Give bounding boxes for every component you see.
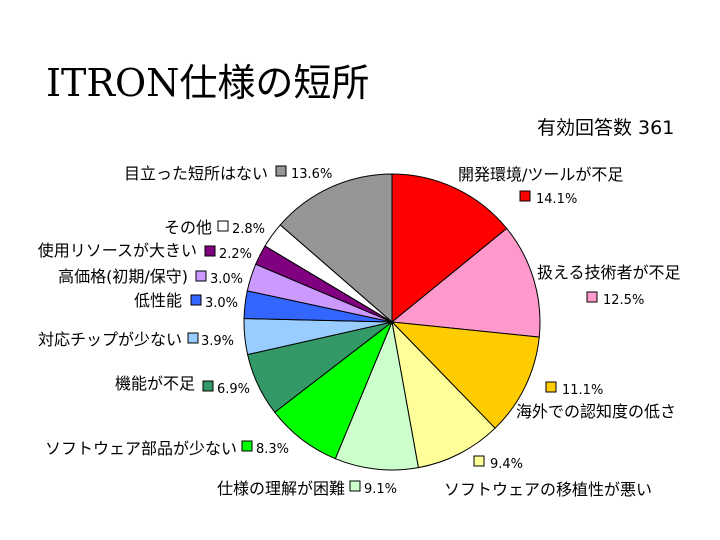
pie-slice bbox=[390, 321, 540, 429]
legend-swatch bbox=[187, 332, 199, 344]
legend-swatch bbox=[275, 165, 287, 177]
pie-labels: 開発環境/ツールが不足 14.1% 扱える技術者が不足 12.5% 海外での認知度の低さ… bbox=[38, 164, 681, 499]
legend-swatch bbox=[204, 245, 216, 257]
slice-label: 機能が不足 bbox=[115, 374, 195, 393]
slice-label: ソフトウェア部品が少ない bbox=[45, 439, 237, 458]
legend-swatch bbox=[195, 270, 207, 282]
legend-swatch bbox=[241, 440, 253, 452]
legend-swatch bbox=[217, 220, 229, 232]
slice-value-label: 3.9% bbox=[201, 334, 234, 349]
slice-label: 仕様の理解が困難 bbox=[217, 479, 345, 498]
pie-slice bbox=[279, 173, 393, 324]
slice-value-label: 2.8% bbox=[232, 222, 265, 237]
legend-swatch bbox=[190, 294, 202, 306]
slice-label: 対応チップが少ない bbox=[38, 330, 182, 349]
legend-swatch bbox=[519, 190, 531, 202]
slice-value-label: 13.6% bbox=[291, 167, 332, 182]
slice-value-label: 6.9% bbox=[217, 382, 250, 397]
chart-title: ITRON仕様の短所 bbox=[46, 61, 370, 105]
slice-value-label: 3.0% bbox=[205, 296, 238, 311]
legend-swatch bbox=[473, 455, 485, 467]
pie-slices bbox=[243, 173, 541, 471]
slice-label: 海外での認知度の低さ bbox=[516, 402, 676, 421]
slice-value-label: 14.1% bbox=[536, 192, 577, 207]
slice-label: 開発環境/ツールが不足 bbox=[458, 165, 623, 184]
slice-label: 扱える技術者が不足 bbox=[537, 263, 681, 282]
slice-value-label: 9.4% bbox=[490, 457, 523, 472]
slice-value-label: 9.1% bbox=[364, 482, 397, 497]
pie-slice bbox=[391, 173, 508, 324]
slice-value-label: 8.3% bbox=[256, 442, 289, 457]
legend-swatch bbox=[586, 291, 598, 303]
slice-value-label: 11.1% bbox=[562, 383, 603, 398]
slice-label: 使用リソースが大きい bbox=[38, 241, 197, 260]
slice-label: 目立った短所はない bbox=[124, 164, 268, 183]
response-count: 有効回答数 361 bbox=[537, 117, 675, 139]
slice-value-label: 12.5% bbox=[603, 293, 644, 308]
pie-slice bbox=[334, 320, 419, 471]
pie-slice bbox=[391, 320, 496, 469]
slice-value-label: 2.2% bbox=[219, 247, 252, 262]
slice-label: 低性能 bbox=[134, 291, 182, 310]
slice-value-label: 3.0% bbox=[210, 272, 243, 287]
legend-swatch bbox=[202, 380, 214, 392]
pie-slice bbox=[390, 227, 541, 338]
legend-swatch bbox=[545, 381, 557, 393]
slice-label: 高価格(初期/保守) bbox=[58, 267, 188, 286]
slice-label: その他 bbox=[164, 218, 212, 237]
slice-label: ソフトウェアの移植性が悪い bbox=[444, 480, 652, 499]
legend-swatch bbox=[349, 480, 361, 492]
